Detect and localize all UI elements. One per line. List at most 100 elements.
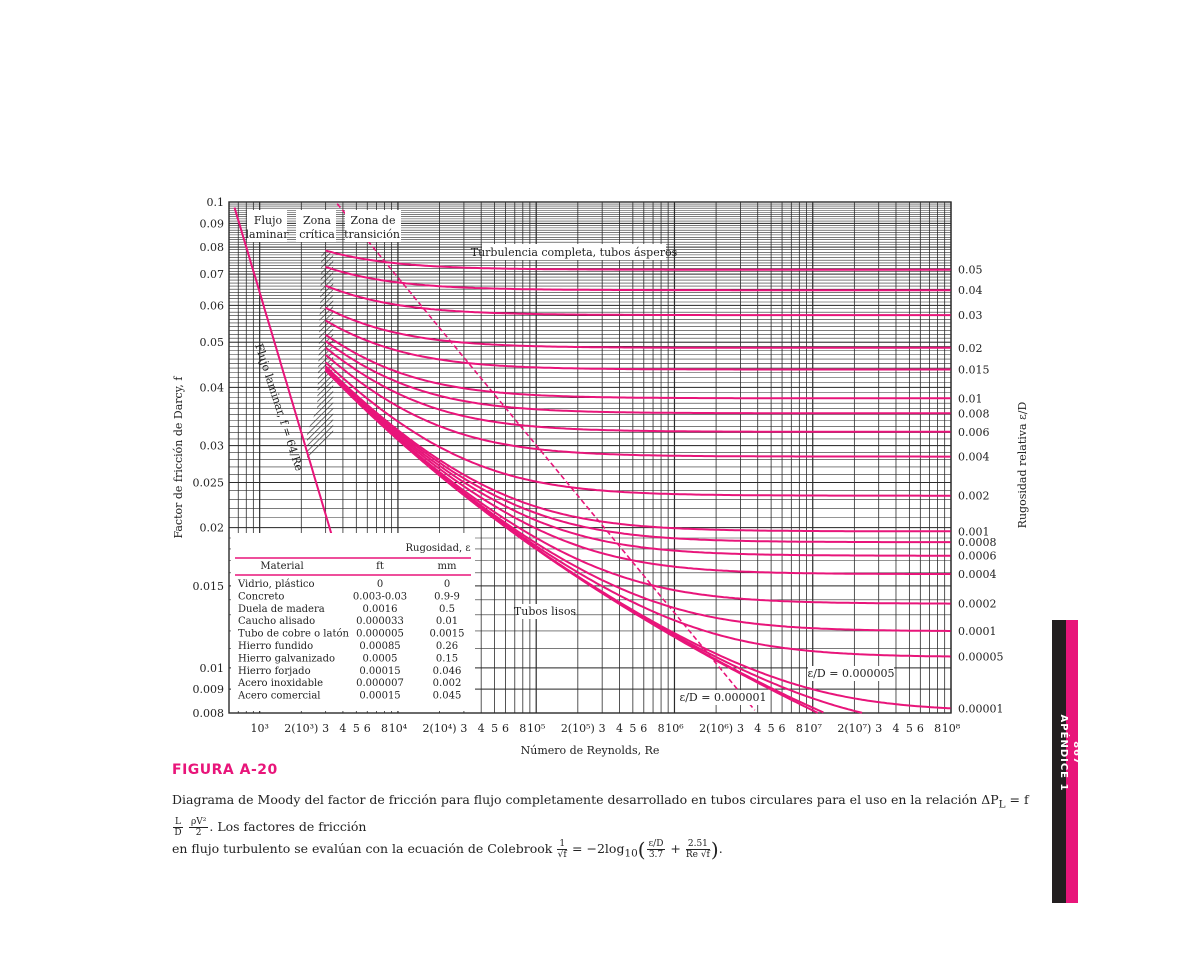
sidebar-dark-strip bbox=[1052, 620, 1066, 903]
y-tick-label: 0.02 bbox=[200, 522, 225, 535]
caption-plus: + bbox=[666, 840, 685, 856]
x-tick-label: 10⁵ bbox=[527, 722, 545, 735]
complete-turbulence-bg bbox=[482, 244, 666, 260]
table-bg bbox=[231, 533, 475, 711]
y-tick-label: 0.07 bbox=[200, 268, 225, 281]
x-tick-label: 5 bbox=[491, 722, 498, 735]
eps-5e6-label: ε/D = 0.000005 bbox=[808, 667, 895, 680]
roughness-curve bbox=[325, 284, 951, 317]
roughness-label: 0.008 bbox=[958, 407, 990, 420]
table-cell-mm: 0.045 bbox=[433, 691, 462, 702]
roughness-label: 0.01 bbox=[958, 392, 983, 405]
zone-critical-bg bbox=[296, 210, 336, 242]
roughness-label: 0.00001 bbox=[958, 702, 1004, 715]
x-tick-label: 6 bbox=[917, 722, 924, 735]
x-tick-label: 4 bbox=[616, 722, 623, 735]
x-tick-label: 4 bbox=[754, 722, 761, 735]
complete-turbulence-boundary bbox=[336, 203, 756, 711]
x-tick-label: 10⁴ bbox=[389, 722, 408, 735]
section-name: APÉNDICE 1 bbox=[1058, 714, 1069, 792]
roughness-label: 0.0006 bbox=[958, 550, 997, 563]
x-tick-label: 3 bbox=[322, 722, 329, 735]
zone-critical-label-1: Zona bbox=[303, 214, 331, 227]
table-cell-mm: 0.15 bbox=[436, 653, 458, 664]
caption-text-2a: en flujo turbulento se evalúan con la ec… bbox=[172, 840, 557, 856]
table-cell-ft: 0.003-0.03 bbox=[353, 591, 407, 602]
table-cell-mm: 0.0015 bbox=[430, 629, 465, 640]
page-number: 867 bbox=[1071, 741, 1082, 765]
y-tick-label: 0.08 bbox=[200, 241, 225, 254]
x-tick-label: 4 bbox=[339, 722, 346, 735]
roughness-curve bbox=[324, 365, 951, 533]
table-cell-mm: 0.9-9 bbox=[434, 591, 460, 602]
figure-label: FIGURA A-20 bbox=[172, 762, 278, 778]
roughness-curve bbox=[325, 306, 951, 349]
roughness-label: 0.004 bbox=[958, 451, 990, 464]
x-tick-label: 8 bbox=[796, 722, 803, 735]
x-tick-label: 2(10⁶) bbox=[699, 722, 733, 735]
x-tick-label: 5 bbox=[768, 722, 775, 735]
y-axis-title: Factor de fricción de Darcy, f bbox=[172, 376, 185, 539]
x-tick-label: 2(10⁴) bbox=[423, 722, 457, 735]
x-tick-label: 8 bbox=[934, 722, 941, 735]
roughness-label: 0.0002 bbox=[958, 598, 997, 611]
caption-fraction-re: 2.51 Re √f bbox=[685, 838, 710, 860]
y2-axis-title: Rugosidad relativa ε/D bbox=[1016, 402, 1029, 529]
roughness-curve bbox=[325, 249, 951, 271]
x-tick-label: 5 bbox=[353, 722, 360, 735]
laminar-line bbox=[233, 207, 349, 590]
table-cell-mm: 0 bbox=[444, 579, 450, 590]
table-cell-material: Acero comercial bbox=[237, 691, 320, 702]
table-cell-ft: 0.000005 bbox=[356, 629, 404, 640]
y-tick-label: 0.03 bbox=[200, 440, 225, 453]
x-tick-label: 3 bbox=[599, 722, 606, 735]
roughness-curve bbox=[324, 361, 951, 497]
table-cell-ft: 0.00015 bbox=[359, 691, 400, 702]
x-tick-label: 2(10⁷) bbox=[837, 722, 871, 735]
x-tick-label: 8 bbox=[381, 722, 388, 735]
table-col-header: mm bbox=[438, 561, 457, 572]
eps-1e6-label: ε/D = 0.000001 bbox=[680, 691, 767, 704]
roughness-label: 0.05 bbox=[958, 264, 983, 277]
caption-fraction-1f: 1 √f bbox=[557, 838, 568, 860]
smooth-pipes-bg bbox=[517, 604, 573, 619]
table-cell-mm: 0.002 bbox=[433, 678, 462, 689]
x-tick-label: 10³ bbox=[250, 722, 268, 735]
roughness-table: Rugosidad, ε Material ft mm Vidrio, plástico… bbox=[231, 533, 475, 711]
caption-paren-open: ( bbox=[637, 837, 646, 861]
table-cell-ft: 0.000033 bbox=[356, 616, 404, 627]
caption-paren-close: ) bbox=[710, 837, 719, 861]
table-cell-mm: 0.5 bbox=[439, 604, 455, 615]
x-tick-label: 4 bbox=[478, 722, 485, 735]
table-cell-mm: 0.26 bbox=[436, 641, 458, 652]
table-cell-mm: 0.046 bbox=[433, 666, 462, 677]
x-tick-label: 3 bbox=[737, 722, 744, 735]
x-tick-label: 6 bbox=[364, 722, 371, 735]
x-tick-label: 5 bbox=[906, 722, 913, 735]
zone-laminar-label-2: laminar bbox=[246, 228, 290, 241]
table-cell-ft: 0 bbox=[377, 579, 383, 590]
sidebar-pink-strip bbox=[1066, 620, 1078, 903]
roughness-label: 0.0004 bbox=[958, 568, 997, 581]
table-cell-ft: 0.000007 bbox=[356, 678, 404, 689]
roughness-label: 0.03 bbox=[958, 309, 983, 322]
table-col-header: Material bbox=[260, 561, 303, 572]
x-tick-label: 10⁷ bbox=[804, 722, 823, 735]
x-tick-label: 8 bbox=[519, 722, 526, 735]
figure-caption: Diagrama de Moody del factor de fricción… bbox=[172, 789, 1032, 864]
table-cell-mm: 0.01 bbox=[436, 616, 458, 627]
x-tick-label: 3 bbox=[875, 722, 882, 735]
table-cell-ft: 0.00085 bbox=[359, 641, 400, 652]
smooth-pipes-label: Tubos lisos bbox=[514, 605, 577, 618]
caption-text-1c: . Los factores de fricción bbox=[209, 818, 367, 834]
table-group-header: Rugosidad, ε bbox=[405, 543, 470, 554]
table-cell-material: Hierro fundido bbox=[238, 641, 313, 652]
x-tick-label: 3 bbox=[460, 722, 467, 735]
x-axis-title: Número de Reynolds, Re bbox=[521, 744, 660, 757]
x-tick-label: 4 bbox=[892, 722, 899, 735]
x-tick-label: 6 bbox=[502, 722, 509, 735]
table-cell-ft: 0.0016 bbox=[363, 604, 398, 615]
chart-frame bbox=[228, 201, 952, 714]
table-col-header: ft bbox=[376, 561, 384, 572]
